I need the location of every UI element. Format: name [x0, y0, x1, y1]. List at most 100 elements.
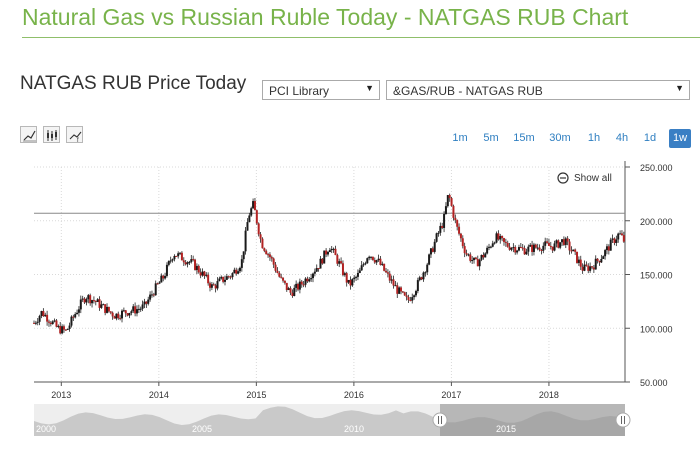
candle-body — [158, 282, 161, 284]
candle-body — [388, 273, 391, 281]
candle-body — [55, 320, 58, 327]
candle-body — [375, 260, 378, 263]
candle-body — [583, 264, 586, 271]
candle-body — [81, 298, 84, 300]
candle-body — [446, 195, 449, 207]
candle-body — [488, 246, 491, 248]
candle-body — [169, 260, 172, 262]
candle-body — [61, 326, 64, 334]
candle-body — [259, 234, 262, 239]
candle-body — [263, 248, 266, 251]
candle-body — [34, 322, 37, 324]
candle-body — [549, 245, 552, 247]
candle-body — [102, 304, 105, 306]
candle-body — [130, 311, 133, 313]
candle-body — [180, 252, 183, 261]
candle-body — [323, 250, 326, 264]
navigator-handle[interactable] — [432, 412, 448, 428]
candle-body — [328, 250, 331, 253]
candle-body — [184, 262, 187, 265]
candle-body — [439, 225, 442, 233]
candle-body — [437, 232, 440, 234]
candle-body — [201, 271, 204, 276]
candle-body — [343, 273, 346, 276]
candle-body — [326, 252, 329, 255]
candle-body — [210, 284, 213, 288]
candle-body — [594, 258, 597, 270]
candle-body — [409, 300, 412, 302]
candle-body — [589, 266, 592, 271]
candlestick-button[interactable] — [43, 126, 60, 143]
candle-body — [426, 264, 429, 273]
line-chart-button[interactable] — [20, 126, 37, 143]
candle-body — [613, 238, 616, 243]
navigator-handle[interactable] — [615, 412, 631, 428]
candle-body — [448, 195, 451, 199]
timeframe-5m-button[interactable]: 5m — [483, 132, 499, 144]
candle-body — [267, 254, 270, 256]
timeframe-4h-button[interactable]: 4h — [615, 132, 629, 144]
candle-body — [87, 295, 90, 300]
candle-body — [516, 250, 519, 253]
candle-body — [553, 243, 556, 251]
x-tick-label: 2014 — [149, 390, 169, 400]
candle-body — [401, 291, 404, 293]
candle-body — [164, 275, 167, 279]
candle-body — [532, 244, 535, 252]
candle-body — [40, 311, 43, 316]
candle-body — [194, 259, 197, 271]
candle-body — [458, 226, 461, 234]
candle-body — [313, 271, 316, 274]
candle-body — [276, 270, 279, 273]
candle-body — [278, 272, 281, 277]
candle-body — [244, 230, 247, 252]
candle-body — [347, 279, 350, 283]
show-all-label: Show all — [574, 173, 612, 185]
candle-body — [609, 239, 612, 251]
candle-body — [502, 238, 505, 242]
library-select[interactable]: PCI Library ▼ — [262, 80, 380, 100]
candle-body — [38, 315, 41, 322]
zoom-out-icon — [557, 172, 569, 184]
candle-body — [403, 292, 406, 296]
timeframe-1d-button[interactable]: 1d — [643, 132, 657, 144]
candle-body — [602, 256, 605, 259]
candle-body — [270, 257, 273, 259]
candle-body — [252, 201, 255, 209]
candle-body — [600, 258, 603, 263]
candle-body — [74, 314, 77, 318]
candle-body — [484, 253, 487, 258]
candle-body — [400, 287, 403, 292]
candle-body — [461, 238, 464, 247]
timeframe-30m-button[interactable]: 30m — [549, 132, 571, 144]
timeframe-1w-button[interactable]: 1w — [669, 129, 691, 148]
candle-body — [360, 265, 363, 271]
candle-body — [546, 241, 549, 243]
candle-body — [351, 279, 354, 286]
candle-body — [604, 250, 607, 257]
symbol-select[interactable]: &GAS/RUB - NATGAS RUB ▼ — [386, 80, 690, 100]
candle-body — [452, 205, 455, 218]
candle-body — [611, 238, 614, 240]
candle-body — [289, 288, 292, 293]
candle-body — [53, 320, 56, 322]
navigator-selection[interactable] — [440, 404, 625, 436]
candle-body — [319, 258, 322, 269]
candle-body — [68, 325, 71, 329]
show-all-button[interactable]: Show all — [557, 172, 612, 185]
candle-body — [572, 249, 575, 252]
timeframe-1h-button[interactable]: 1h — [587, 132, 601, 144]
candle-body — [229, 276, 232, 278]
candle-body — [557, 240, 560, 248]
timeframe-15m-button[interactable]: 15m — [513, 132, 535, 144]
candle-body — [291, 292, 294, 296]
candle-body — [257, 223, 260, 235]
candle-body — [274, 264, 277, 271]
candle-body — [544, 241, 547, 246]
candle-body — [308, 279, 311, 282]
indicator-button[interactable]: f — [66, 126, 83, 144]
candle-body — [562, 239, 565, 245]
candle-body — [212, 284, 215, 286]
candle-body — [94, 300, 97, 302]
timeframe-1m-button[interactable]: 1m — [452, 132, 468, 144]
